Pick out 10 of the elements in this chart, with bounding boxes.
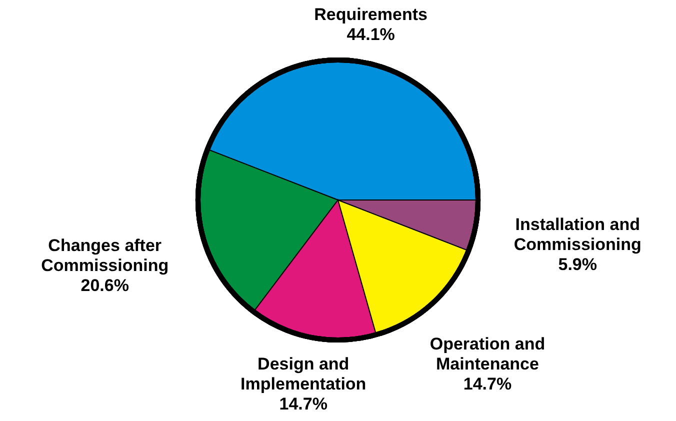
slice-label: Installation and Commissioning xyxy=(514,214,642,254)
slice-label: Operation and Maintenance xyxy=(430,334,546,374)
slice-label: Changes after Commissioning xyxy=(41,236,169,276)
data-label: 14.7% xyxy=(463,374,512,394)
data-label: 20.6% xyxy=(80,276,129,296)
data-label: 5.9% xyxy=(558,254,597,274)
data-label: 44.1% xyxy=(346,25,395,44)
slice-label: Requirements xyxy=(314,5,428,24)
slice-label: Design and Implementation xyxy=(240,354,366,394)
data-label: 14.7% xyxy=(279,394,328,414)
